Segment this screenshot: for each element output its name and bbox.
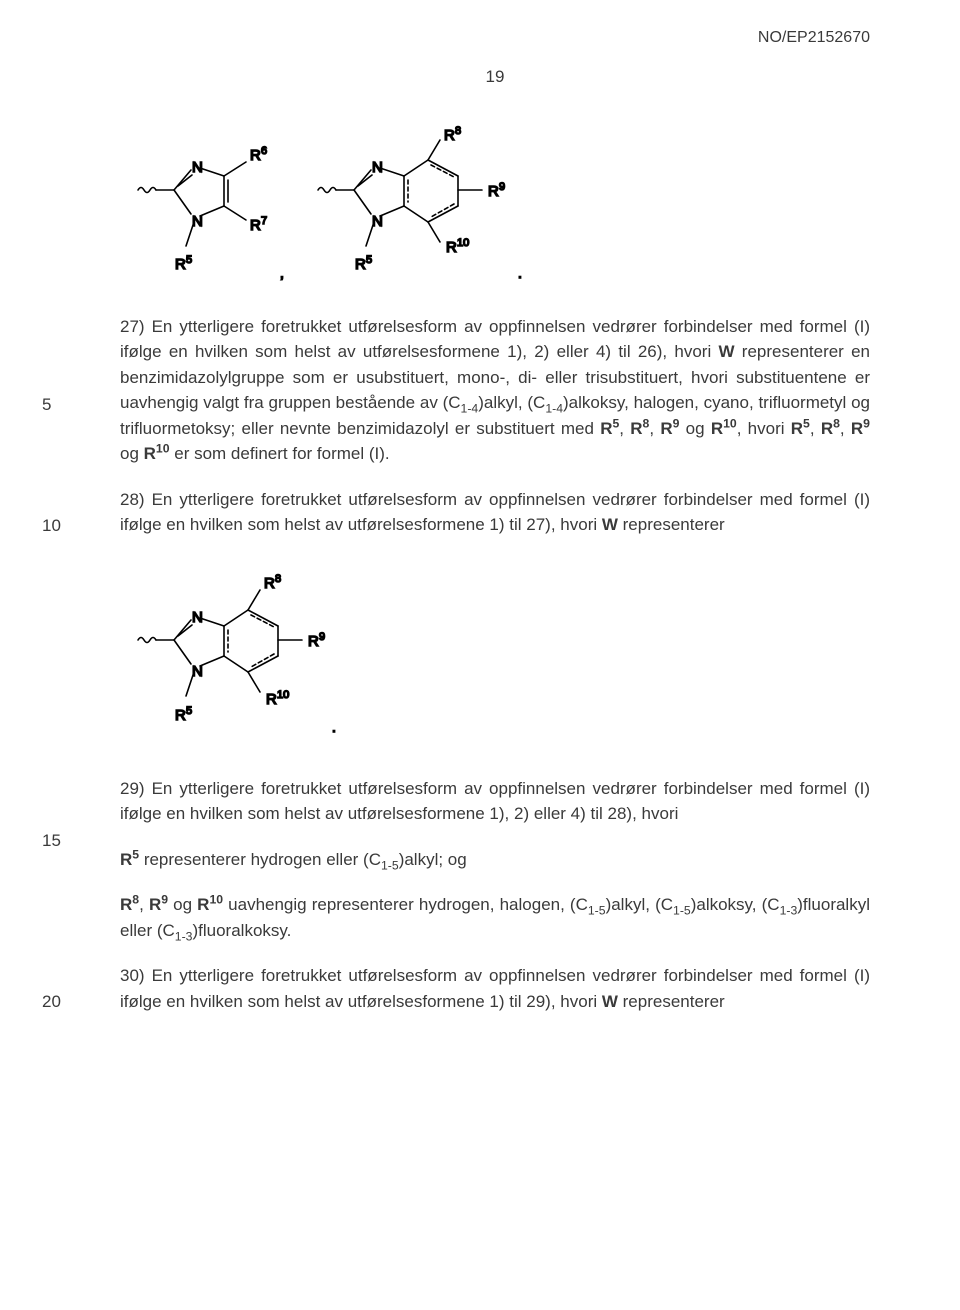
symbol-R: R bbox=[851, 419, 863, 438]
svg-text:N: N bbox=[192, 663, 203, 680]
svg-text:8: 8 bbox=[455, 125, 461, 137]
sup: 8 bbox=[833, 416, 840, 430]
svg-text:5: 5 bbox=[186, 705, 192, 717]
line-number-5: 5 bbox=[42, 392, 51, 418]
line-number-15: 15 bbox=[42, 828, 61, 854]
symbol-R: R bbox=[791, 419, 803, 438]
svg-text:N: N bbox=[192, 213, 203, 230]
sub: 1-3 bbox=[175, 929, 193, 943]
text: )alkyl; og bbox=[399, 850, 467, 869]
svg-text:5: 5 bbox=[366, 254, 372, 266]
paragraph-29: 15 29) En ytterligere foretrukket utføre… bbox=[120, 776, 870, 827]
sup: 10 bbox=[723, 416, 737, 430]
text: )alkyl, (C bbox=[606, 895, 673, 914]
text: , bbox=[810, 419, 821, 438]
text: )alkyl, (C bbox=[478, 393, 545, 412]
text: )fluoralkoksy. bbox=[192, 921, 291, 940]
chemical-structure-2: N N R 8 R 9 R 10 R 5 . bbox=[120, 558, 870, 754]
svg-text:N: N bbox=[192, 159, 203, 176]
svg-text:R: R bbox=[266, 691, 277, 708]
sup: 10 bbox=[209, 892, 223, 906]
symbol-R: R bbox=[711, 419, 723, 438]
symbol-W: W bbox=[602, 992, 618, 1011]
text: , bbox=[840, 419, 851, 438]
svg-text:.: . bbox=[518, 265, 522, 281]
symbol-R: R bbox=[197, 895, 209, 914]
svg-text:.: . bbox=[332, 719, 336, 735]
svg-text:R: R bbox=[250, 147, 261, 164]
paragraph-28: 10 28) En ytterligere foretrukket utføre… bbox=[120, 487, 870, 538]
symbol-R: R bbox=[660, 419, 672, 438]
text: , bbox=[619, 419, 630, 438]
document-id: NO/EP2152670 bbox=[758, 26, 870, 50]
text: og bbox=[168, 895, 197, 914]
symbol-R: R bbox=[630, 419, 642, 438]
symbol-R: R bbox=[821, 419, 833, 438]
svg-text:,: , bbox=[280, 265, 284, 281]
symbol-R: R bbox=[120, 895, 132, 914]
svg-text:R: R bbox=[355, 256, 366, 273]
symbol-W: W bbox=[719, 342, 735, 361]
svg-text:R: R bbox=[175, 256, 186, 273]
sup: 9 bbox=[161, 892, 168, 906]
text: , bbox=[139, 895, 149, 914]
page: NO/EP2152670 19 bbox=[0, 0, 960, 1094]
paragraph-27: 5 27) En ytterligere foretrukket utførel… bbox=[120, 314, 870, 467]
svg-text:R: R bbox=[446, 239, 457, 256]
text: 30) En ytterligere foretrukket utførelse… bbox=[120, 966, 870, 1011]
svg-text:9: 9 bbox=[319, 631, 325, 643]
paragraph-29-r8r9r10: R8, R9 og R10 uavhengig representerer hy… bbox=[120, 892, 870, 943]
svg-text:5: 5 bbox=[186, 254, 192, 266]
page-number: 19 bbox=[120, 64, 870, 90]
svg-text:R: R bbox=[264, 575, 275, 592]
text: representerer bbox=[618, 992, 725, 1011]
chemical-structure-1: N N R 6 R 7 R 5 , bbox=[120, 114, 870, 292]
text: , bbox=[649, 419, 660, 438]
sup: 9 bbox=[863, 416, 870, 430]
svg-text:R: R bbox=[488, 183, 499, 200]
line-number-20: 20 bbox=[42, 989, 61, 1015]
line-number-10: 10 bbox=[42, 513, 61, 539]
svg-text:7: 7 bbox=[261, 215, 267, 227]
svg-text:8: 8 bbox=[275, 573, 281, 585]
sup: 5 bbox=[803, 416, 810, 430]
text: og bbox=[120, 444, 144, 463]
svg-text:R: R bbox=[308, 633, 319, 650]
text: 29) En ytterligere foretrukket utførelse… bbox=[120, 779, 870, 824]
text: er som definert for formel (I). bbox=[170, 444, 390, 463]
svg-text:N: N bbox=[192, 609, 203, 626]
svg-text:N: N bbox=[372, 213, 383, 230]
sub: 1-4 bbox=[461, 401, 479, 415]
text: , hvori bbox=[737, 419, 791, 438]
text: 28) En ytterligere foretrukket utførelse… bbox=[120, 490, 870, 535]
text: og bbox=[679, 419, 710, 438]
svg-text:R: R bbox=[175, 707, 186, 724]
paragraph-29-r5: R5 representerer hydrogen eller (C1-5)al… bbox=[120, 847, 870, 873]
svg-text:R: R bbox=[250, 217, 261, 234]
svg-text:R: R bbox=[444, 127, 455, 144]
symbol-R: R bbox=[149, 895, 161, 914]
svg-text:N: N bbox=[372, 159, 383, 176]
text: )alkoksy, (C bbox=[691, 895, 780, 914]
symbol-R: R bbox=[144, 444, 156, 463]
text: representerer hydrogen eller (C bbox=[139, 850, 381, 869]
symbol-R: R bbox=[600, 419, 612, 438]
symbol-R: R bbox=[120, 850, 132, 869]
text: representerer bbox=[618, 515, 725, 534]
paragraph-30: 20 30) En ytterligere foretrukket utføre… bbox=[120, 963, 870, 1014]
symbol-W: W bbox=[602, 515, 618, 534]
svg-text:6: 6 bbox=[261, 145, 267, 157]
sup: 10 bbox=[156, 441, 170, 455]
svg-text:10: 10 bbox=[277, 689, 289, 701]
svg-text:10: 10 bbox=[457, 237, 469, 249]
sub: 1-4 bbox=[545, 401, 563, 415]
text: uavhengig representerer hydrogen, haloge… bbox=[223, 895, 588, 914]
sub: 1-5 bbox=[588, 903, 606, 917]
sub: 1-5 bbox=[381, 858, 399, 872]
sub: 1-5 bbox=[673, 903, 691, 917]
sub: 1-3 bbox=[780, 903, 798, 917]
svg-text:9: 9 bbox=[499, 181, 505, 193]
